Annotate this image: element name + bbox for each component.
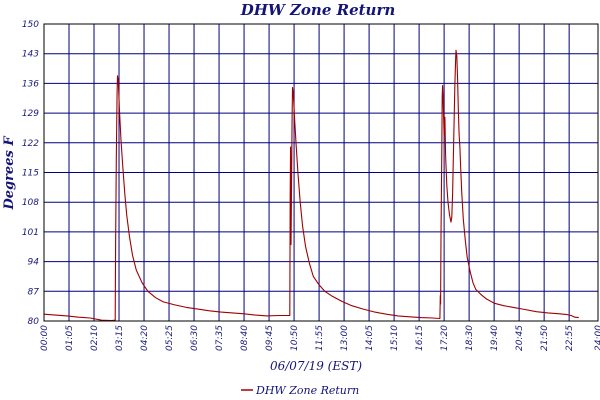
- x-tick-label: 00:00: [40, 325, 50, 351]
- x-tick-label: 16:15: [415, 325, 425, 351]
- y-axis-label: Degrees F: [2, 136, 17, 211]
- x-tick-label: 17:20: [440, 325, 450, 351]
- y-tick-label: 115: [22, 169, 39, 179]
- x-tick-label: 11:55: [315, 325, 325, 351]
- x-tick-label: 03:15: [115, 325, 125, 351]
- y-tick-label: 122: [22, 139, 39, 149]
- x-tick-label: 14:05: [365, 325, 375, 351]
- y-tick-label: 101: [22, 228, 39, 238]
- y-tick-label: 143: [22, 50, 39, 60]
- x-tick-label: 01:05: [65, 325, 75, 351]
- x-tick-label: 08:40: [240, 325, 250, 351]
- series-layer: [43, 49, 579, 322]
- y-tick-label: 129: [22, 109, 39, 119]
- plot-border: [43, 23, 599, 322]
- y-tick-label: 80: [28, 317, 40, 327]
- y-tick-label: 108: [22, 198, 39, 208]
- series-line: [43, 49, 579, 322]
- x-axis: 00:00 01:05 02:10 03:15 04:20 05:25 06:30 07:35…: [40, 325, 600, 351]
- x-tick-label: 07:35: [215, 325, 225, 351]
- x-tick-label: 09:45: [265, 325, 275, 351]
- x-tick-label: 02:10: [90, 325, 100, 351]
- x-tick-label: 22:55: [565, 325, 575, 351]
- y-tick-label: 136: [22, 79, 39, 89]
- x-tick-label: 18:30: [465, 325, 475, 351]
- grid: [43, 23, 599, 322]
- chart-title: DHW Zone Return: [240, 1, 396, 19]
- x-tick-label: 06:30: [190, 325, 200, 351]
- x-tick-label: 13:00: [340, 325, 350, 351]
- x-tick-label: 10:50: [290, 325, 300, 351]
- y-axis: 150 143 136 129 122 115 108 101 94 87 80: [22, 20, 39, 327]
- x-tick-label: 20:45: [515, 325, 525, 351]
- x-tick-label: 24:00: [594, 325, 600, 351]
- x-tick-label: 04:20: [140, 325, 150, 351]
- x-tick-label: 21:50: [540, 325, 550, 351]
- y-tick-label: 94: [28, 258, 40, 268]
- x-tick-label: 05:25: [165, 325, 175, 351]
- x-axis-label: 06/07/19 (EST): [270, 359, 362, 373]
- legend-label: DHW Zone Return: [255, 384, 359, 397]
- x-tick-label: 19:40: [490, 325, 500, 351]
- y-tick-label: 150: [22, 20, 39, 30]
- y-tick-label: 87: [28, 287, 40, 297]
- x-tick-label: 15:10: [390, 325, 400, 351]
- legend: DHW Zone Return: [241, 384, 359, 397]
